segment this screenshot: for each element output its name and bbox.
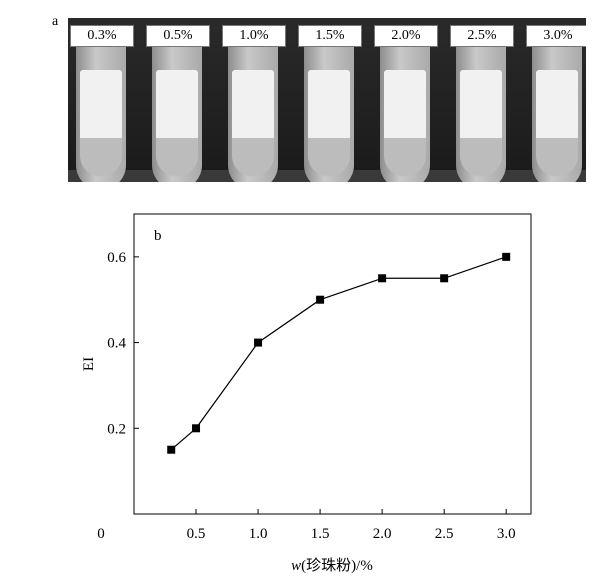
panel-b-letter: b [154, 228, 162, 244]
data-point-marker [502, 252, 511, 261]
series-line [170, 256, 507, 451]
liquid-layer [232, 138, 274, 176]
emulsion-layer [308, 70, 350, 140]
emulsion-layer [460, 70, 502, 140]
x-tick-label: 1.5 [311, 526, 330, 542]
x-tick-label: 1.0 [249, 526, 268, 542]
x-axis-ticks: 0 0.5 1.0 1.5 2.0 2.5 3.0 [97, 509, 516, 542]
panel-a-letter: a [52, 14, 59, 29]
x-tick-label: 2.5 [435, 526, 454, 542]
test-tube-photo: 0.3% 0.5% 1.0% 1.5% 2.0% 2.5% 3.0% [68, 18, 586, 182]
data-point-marker [254, 338, 263, 347]
x-tick-label: 0.5 [187, 526, 206, 542]
data-point-marker [167, 445, 176, 454]
y-tick-label: 0.6 [107, 250, 126, 266]
emulsion-layer [156, 70, 198, 140]
liquid-layer [156, 138, 198, 176]
emulsion-layer [536, 70, 578, 140]
liquid-layer [536, 138, 578, 176]
tube-label: 2.5% [450, 25, 514, 47]
test-tube [228, 40, 278, 182]
data-point-marker [440, 274, 449, 283]
tube-label: 1.0% [222, 25, 286, 47]
tube-label: 0.3% [70, 25, 134, 47]
data-point-marker [192, 424, 201, 433]
liquid-layer [384, 138, 426, 176]
tube-label: 3.0% [526, 25, 586, 47]
emulsion-layer [384, 70, 426, 140]
test-tube [152, 40, 202, 182]
y-tick-label: 0.2 [107, 421, 126, 437]
y-axis-ticks: 0.2 0.4 0.6 [107, 250, 139, 437]
plot-frame [133, 213, 532, 515]
emulsion-layer [232, 70, 274, 140]
tube-label: 0.5% [146, 25, 210, 47]
test-tube [304, 40, 354, 182]
ei-line-chart: b 0 0.5 1.0 1.5 2.0 2.5 3.0 0.2 0.4 0.6 EI w(珍珠粉… [81, 213, 532, 574]
test-tube [76, 40, 126, 182]
test-tube [380, 40, 430, 182]
data-point-marker [316, 295, 325, 304]
test-tube [532, 40, 582, 182]
tube-label: 2.0% [374, 25, 438, 47]
series-markers [167, 252, 511, 454]
liquid-layer [308, 138, 350, 176]
liquid-layer [460, 138, 502, 176]
test-tube [456, 40, 506, 182]
data-point-marker [378, 274, 387, 283]
x-axis-title: w(珍珠粉)/% [291, 557, 373, 574]
x-tick-label: 0 [97, 526, 105, 542]
x-tick-label: 3.0 [497, 526, 516, 542]
tube-label: 1.5% [298, 25, 362, 47]
y-axis-title: EI [81, 357, 97, 371]
liquid-layer [80, 138, 122, 176]
x-tick-label: 2.0 [373, 526, 392, 542]
y-tick-label: 0.4 [107, 336, 126, 352]
emulsion-layer [80, 70, 122, 140]
